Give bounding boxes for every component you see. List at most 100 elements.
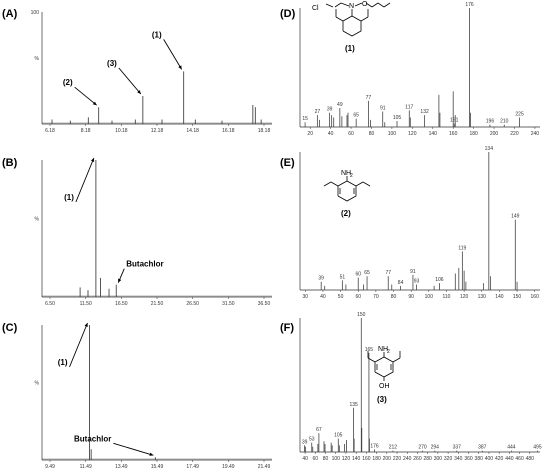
x-tick-label: 40 bbox=[320, 294, 326, 300]
annotation-arrowhead bbox=[84, 323, 88, 327]
x-tick-label: 100 bbox=[425, 294, 434, 300]
x-tick-label: 6.18 bbox=[45, 128, 55, 134]
molecule-3-nh-subscript: 2 bbox=[387, 349, 390, 355]
peak-mz-label: 67 bbox=[316, 427, 322, 433]
peak-mz-label: 39 bbox=[327, 107, 333, 113]
x-tick-label: 36.50 bbox=[258, 301, 271, 307]
x-tick-label: 120 bbox=[460, 294, 469, 300]
peak-annotation-c2: (2) bbox=[63, 78, 73, 87]
x-tick-label: 120 bbox=[408, 131, 417, 137]
x-tick-label: 40 bbox=[302, 456, 308, 462]
chromatogram-b: 6.50 11.50 16.50 21.50 26.50 31.50 36.50% (1) Bu… bbox=[35, 157, 272, 307]
mass-spectrum-f: 40 60 80 100 120 140 160 180 200 220 240 260 280 300 3… bbox=[299, 312, 542, 462]
x-tick-label: 21.49 bbox=[258, 464, 271, 470]
x-tick-label: 8.18 bbox=[81, 128, 91, 134]
y-tick-label: 100 bbox=[31, 10, 40, 16]
peak-mz-label: 444 bbox=[507, 445, 516, 451]
x-tick-label: 200 bbox=[383, 456, 392, 462]
peak-mz-label: 176 bbox=[370, 443, 379, 449]
x-tick-label: 21.50 bbox=[151, 301, 164, 307]
x-tick-label: 40 bbox=[328, 131, 334, 137]
peak-annotation-c3: (3) bbox=[107, 59, 117, 68]
annotation-arrowhead bbox=[118, 278, 122, 283]
peak-mz-label: 53 bbox=[309, 437, 315, 443]
x-tick-label: 160 bbox=[531, 294, 540, 300]
annotation-arrow-line bbox=[69, 322, 88, 368]
x-tick-label: 26.50 bbox=[186, 301, 199, 307]
annotation-arrow-line bbox=[75, 157, 95, 203]
x-tick-label: 180 bbox=[469, 131, 478, 137]
peak-mz-label: 132 bbox=[420, 109, 429, 115]
peak-mz-label: 39 bbox=[318, 276, 324, 282]
peak-mz-label: 210 bbox=[500, 119, 509, 125]
panel-label-c: (C) bbox=[2, 322, 18, 334]
x-tick-label: 60 bbox=[348, 131, 354, 137]
peak-annotation-c1: (1) bbox=[64, 193, 74, 202]
annotation-arrowhead bbox=[90, 158, 95, 162]
x-tick-label: 20 bbox=[307, 131, 313, 137]
peak-mz-label: 65 bbox=[364, 270, 370, 276]
x-tick-label: 240 bbox=[403, 456, 412, 462]
x-tick-label: 200 bbox=[490, 131, 499, 137]
molecule-2-structure bbox=[323, 176, 371, 202]
x-tick-label: 120 bbox=[342, 456, 351, 462]
mass-spectrum-d: 20 40 60 80 100 120 140 160 180 200 220 240 15 27 39 49… bbox=[299, 2, 540, 137]
x-tick-label: 460 bbox=[515, 456, 524, 462]
annotation-arrow-line bbox=[74, 86, 97, 106]
peak-mz-label: 150 bbox=[357, 312, 366, 318]
peak-mz-label: 60 bbox=[355, 272, 361, 278]
x-tick-label: 100 bbox=[332, 456, 341, 462]
peak-mz-label: 51 bbox=[340, 274, 346, 280]
peak-mz-label: 93 bbox=[414, 278, 420, 284]
peak-mz-label: 176 bbox=[465, 2, 474, 8]
peak-annotation-c1: (1) bbox=[152, 30, 162, 39]
x-tick-label: 220 bbox=[510, 131, 519, 137]
panel-label-e: (E) bbox=[280, 157, 295, 169]
panel-label-d: (D) bbox=[280, 8, 296, 20]
x-tick-label: 360 bbox=[464, 456, 473, 462]
peak-mz-label: 106 bbox=[435, 277, 444, 283]
mass-spectrum-e: 30 40 50 60 70 80 90 100 110 120 130 140 150 160 39 51 6… bbox=[299, 146, 540, 300]
x-tick-label: 16.50 bbox=[115, 301, 128, 307]
x-tick-label: 18.18 bbox=[258, 128, 271, 134]
y-tick-label: % bbox=[35, 217, 40, 223]
x-tick-label: 9.49 bbox=[45, 464, 55, 470]
peak-mz-label: 119 bbox=[458, 245, 466, 251]
peak-mz-label: 225 bbox=[515, 111, 524, 117]
molecule-1-o-ether: O bbox=[362, 1, 368, 8]
compound-label-3-structure: (3) bbox=[377, 395, 387, 404]
peak-mz-label: 196 bbox=[486, 119, 495, 125]
x-tick-label: 340 bbox=[454, 456, 463, 462]
molecule-2-nh: NH bbox=[341, 170, 351, 177]
x-tick-label: 17.49 bbox=[186, 464, 199, 470]
annotation-arrow-line bbox=[118, 67, 142, 95]
x-tick-label: 15.49 bbox=[151, 464, 164, 470]
peak-mz-label: 337 bbox=[453, 445, 462, 451]
peak-mz-label: 84 bbox=[398, 280, 404, 286]
peak-mz-label: 294 bbox=[431, 445, 440, 451]
x-tick-label: 30 bbox=[303, 294, 309, 300]
chromatogram-a: 6.18 8.18 10.18 12.18 14.18 16.18 18.18 100% (2)… bbox=[31, 10, 272, 134]
peak-mz-label: 49 bbox=[337, 102, 343, 108]
x-tick-label: 60 bbox=[355, 294, 361, 300]
x-tick-label: 280 bbox=[423, 456, 432, 462]
annotation-arrow-line bbox=[113, 442, 154, 456]
molecule-1-n: N bbox=[349, 3, 354, 10]
x-tick-label: 19.49 bbox=[222, 464, 235, 470]
x-tick-label: 160 bbox=[449, 131, 458, 137]
x-tick-label: 13.49 bbox=[115, 464, 128, 470]
peak-mz-label: 105 bbox=[393, 115, 402, 121]
annotation-arrow-line bbox=[163, 39, 183, 70]
x-tick-label: 440 bbox=[505, 456, 514, 462]
x-tick-label: 31.50 bbox=[222, 301, 235, 307]
peak-mz-label: 65 bbox=[353, 113, 359, 119]
peak-mz-label: 149 bbox=[511, 214, 520, 220]
peak-mz-label: 134 bbox=[485, 146, 494, 152]
peak-annotation-butachlor: Butachlor bbox=[126, 260, 163, 269]
peak-mz-label: 117 bbox=[405, 104, 413, 110]
peak-mz-label: 77 bbox=[366, 95, 372, 101]
molecule-1-structure bbox=[325, 2, 391, 37]
x-tick-label: 130 bbox=[478, 294, 487, 300]
x-tick-label: 150 bbox=[513, 294, 522, 300]
molecule-3-structure bbox=[367, 351, 401, 381]
